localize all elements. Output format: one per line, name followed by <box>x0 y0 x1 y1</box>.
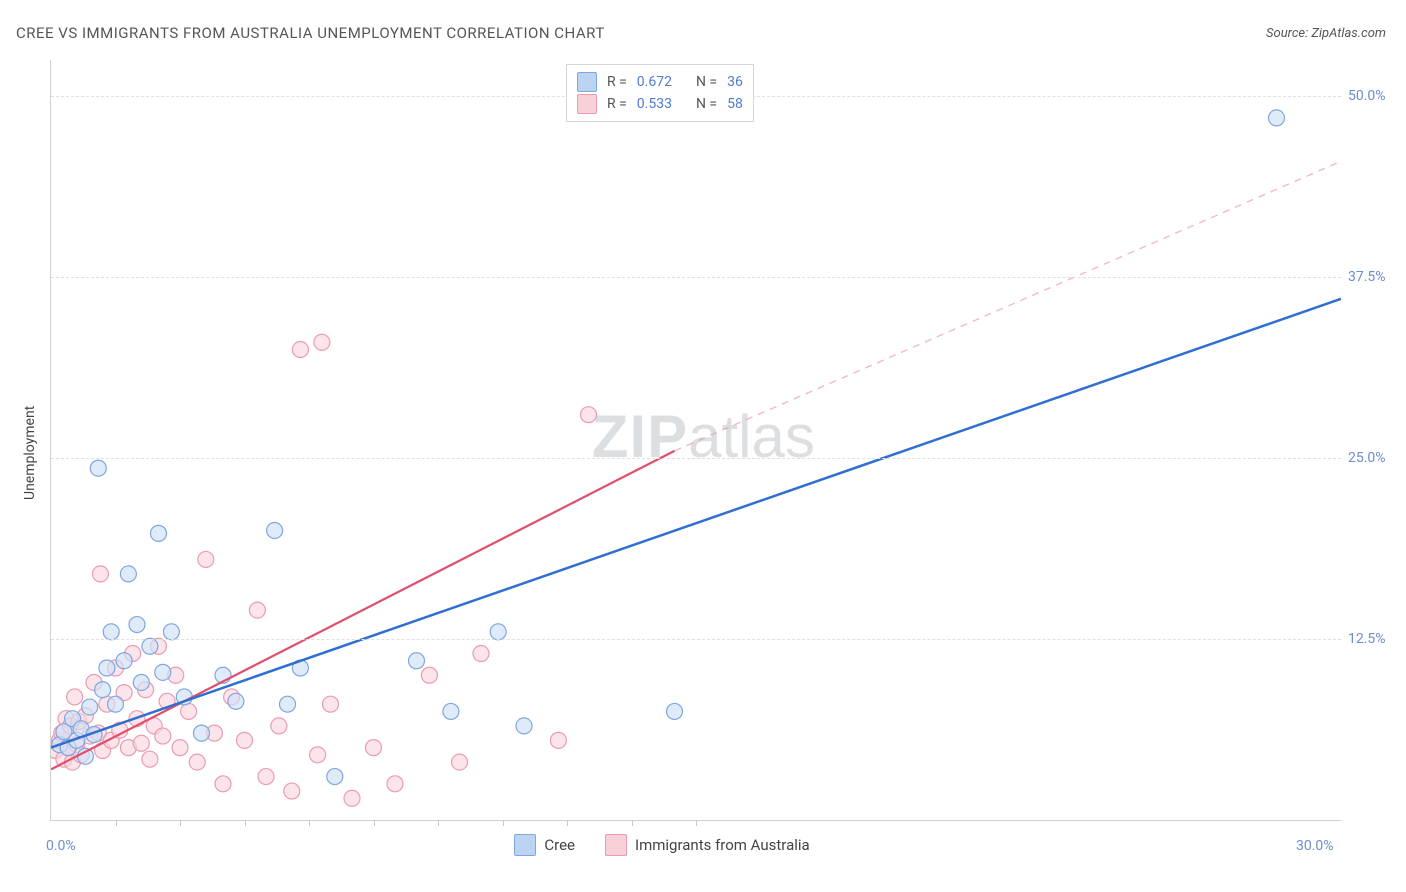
x-tick <box>245 820 246 826</box>
data-point <box>142 638 158 654</box>
data-point <box>129 617 145 633</box>
data-point <box>421 667 437 683</box>
data-point <box>181 703 197 719</box>
x-tick <box>309 820 310 826</box>
data-point <box>452 754 468 770</box>
data-point <box>344 790 360 806</box>
legend-label: Cree <box>544 836 575 854</box>
r-label: R = <box>607 71 627 93</box>
data-point <box>409 653 425 669</box>
data-point <box>155 728 171 744</box>
y-tick-label: 50.0% <box>1348 88 1386 104</box>
data-point <box>366 740 382 756</box>
legend-swatch <box>577 94 597 114</box>
data-point <box>284 783 300 799</box>
data-point <box>667 703 683 719</box>
data-point <box>189 754 205 770</box>
data-point <box>443 703 459 719</box>
data-point <box>172 740 188 756</box>
gridline <box>51 458 1341 459</box>
data-point <box>108 696 124 712</box>
x-tick <box>438 820 439 826</box>
legend-swatch <box>514 834 536 856</box>
x-tick <box>180 820 181 826</box>
data-point <box>67 689 83 705</box>
n-label: N = <box>696 71 717 93</box>
data-point <box>550 732 566 748</box>
x-axis-start-label: 0.0% <box>46 838 76 854</box>
data-point <box>151 525 167 541</box>
data-point <box>271 718 287 734</box>
stats-legend-row: R = 0.533 N = 58 <box>577 93 743 115</box>
y-tick-label: 25.0% <box>1348 450 1386 466</box>
data-point <box>90 460 106 476</box>
data-point <box>473 646 489 662</box>
data-point <box>237 732 253 748</box>
chart-title: CREE VS IMMIGRANTS FROM AUSTRALIA UNEMPL… <box>16 24 605 42</box>
data-point <box>194 725 210 741</box>
data-point <box>280 696 296 712</box>
n-value: 36 <box>727 71 743 93</box>
x-tick <box>696 820 697 826</box>
legend-label: Immigrants from Australia <box>635 836 810 854</box>
data-point <box>95 682 111 698</box>
data-point <box>1269 110 1285 126</box>
data-point <box>103 624 119 640</box>
r-value: 0.533 <box>637 93 672 115</box>
data-point <box>133 674 149 690</box>
legend-swatch <box>605 834 627 856</box>
x-tick <box>567 820 568 826</box>
data-point <box>581 407 597 423</box>
gridline <box>51 639 1341 640</box>
data-point <box>267 522 283 538</box>
x-tick <box>374 820 375 826</box>
data-point <box>163 624 179 640</box>
data-point <box>292 342 308 358</box>
x-axis-end-label: 30.0% <box>1296 838 1334 854</box>
data-point <box>310 747 326 763</box>
data-point <box>92 566 108 582</box>
r-label: R = <box>607 93 627 115</box>
data-point <box>327 769 343 785</box>
source-label: Source: ZipAtlas.com <box>1266 26 1386 41</box>
data-point <box>323 696 339 712</box>
x-tick <box>116 820 117 826</box>
data-point <box>82 699 98 715</box>
data-point <box>258 769 274 785</box>
data-point <box>215 776 231 792</box>
data-point <box>314 334 330 350</box>
data-point <box>99 660 115 676</box>
y-tick-label: 37.5% <box>1348 269 1386 285</box>
data-point <box>120 566 136 582</box>
data-point <box>133 735 149 751</box>
data-point <box>490 624 506 640</box>
y-tick-label: 12.5% <box>1348 631 1386 647</box>
data-point <box>198 551 214 567</box>
stats-legend: R = 0.672 N = 36 R = 0.533 N = 58 <box>566 64 754 122</box>
trend-line <box>51 299 1341 748</box>
n-label: N = <box>696 93 717 115</box>
x-tick <box>503 820 504 826</box>
data-point <box>155 664 171 680</box>
trend-line <box>51 451 675 769</box>
plot-area <box>50 60 1341 821</box>
legend-swatch <box>577 72 597 92</box>
chart-svg <box>51 60 1341 820</box>
data-point <box>516 718 532 734</box>
gridline <box>51 277 1341 278</box>
data-point <box>142 751 158 767</box>
y-axis-label: Unemployment <box>22 406 38 500</box>
stats-legend-row: R = 0.672 N = 36 <box>577 71 743 93</box>
data-point <box>228 693 244 709</box>
n-value: 58 <box>727 93 743 115</box>
data-point <box>116 653 132 669</box>
series-legend: Cree Immigrants from Australia <box>514 834 809 856</box>
data-point <box>249 602 265 618</box>
r-value: 0.672 <box>637 71 672 93</box>
x-tick <box>632 820 633 826</box>
data-point <box>387 776 403 792</box>
trend-line <box>675 161 1342 451</box>
